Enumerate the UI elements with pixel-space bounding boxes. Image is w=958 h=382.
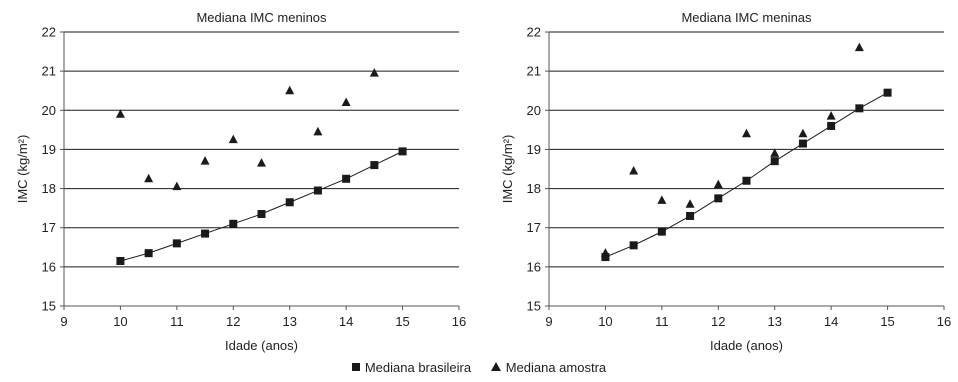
tick-label-x: 12 [226, 314, 240, 329]
chart-title: Mediana IMC meninas [681, 10, 812, 25]
tick-label-x: 15 [880, 314, 894, 329]
point-triangle [854, 42, 864, 52]
point-square [144, 249, 153, 258]
tick-label-y: 18 [42, 181, 56, 196]
point-triangle [285, 85, 295, 95]
legend-item-brasileira: Mediana brasileira [351, 360, 472, 375]
tick-label-y: 22 [527, 25, 541, 40]
tick-label-x: 10 [113, 314, 127, 329]
point-square [285, 198, 294, 207]
point-triangle [770, 148, 780, 157]
tick-label-x: 11 [655, 314, 669, 329]
point-square [229, 219, 238, 228]
point-triangle [685, 199, 695, 208]
legend: Mediana brasileira Mediana amostra [0, 360, 958, 375]
tick-label-y: 16 [42, 259, 56, 274]
point-square [742, 176, 751, 185]
point-square [257, 210, 266, 219]
tick-label-y: 20 [42, 103, 56, 118]
y-axis-label: IMC (kg/m²) [500, 135, 515, 204]
point-square [601, 253, 610, 262]
tick-label-x: 11 [170, 314, 184, 329]
square-marker-icon [351, 363, 360, 371]
point-triangle [369, 68, 379, 77]
tick-label-x: 12 [711, 314, 725, 329]
point-square [714, 194, 723, 203]
tick-label-x: 16 [452, 314, 466, 329]
tick-label-y: 21 [527, 64, 541, 79]
trendline-mediana-brasileira [605, 92, 888, 258]
point-square [686, 211, 695, 220]
tick-label-y: 16 [527, 259, 541, 274]
tick-label-x: 14 [824, 314, 838, 329]
tick-label-y: 19 [42, 142, 56, 157]
point-triangle [257, 158, 266, 167]
point-square [770, 157, 779, 166]
point-triangle [341, 97, 351, 106]
point-triangle [657, 195, 667, 204]
tick-label-y: 17 [42, 220, 56, 235]
tick-label-y: 20 [527, 103, 541, 118]
tick-label-y: 15 [527, 299, 541, 314]
legend-item-amostra: Mediana amostra [490, 360, 607, 375]
tick-label-x: 9 [60, 314, 67, 329]
tick-label-x: 9 [545, 314, 552, 329]
point-triangle [228, 134, 238, 144]
chart-meninas: Mediana IMC meninas 15 16 17 18 19 20 21 22 9 10 11… [500, 10, 951, 353]
tick-label-x: 15 [395, 314, 409, 329]
point-triangle [600, 248, 610, 257]
triangle-marker-icon [490, 362, 501, 371]
tick-label-y: 19 [527, 142, 541, 157]
point-square [201, 229, 210, 238]
point-triangle [713, 179, 723, 189]
point-square [883, 88, 892, 97]
point-square [855, 104, 864, 113]
point-triangle [742, 128, 751, 138]
point-square [342, 174, 351, 183]
point-triangle [144, 173, 154, 183]
y-axis-label: IMC (kg/m²) [15, 135, 30, 204]
point-triangle [200, 156, 210, 165]
point-triangle [629, 165, 639, 175]
x-axis-label: Idade (anos) [225, 338, 298, 353]
tick-label-y: 21 [42, 64, 56, 79]
tick-label-y: 22 [42, 25, 56, 40]
point-square [827, 121, 836, 130]
point-triangle [798, 128, 808, 138]
legend-label-brasileira: Mediana brasileira [364, 360, 472, 375]
point-square [172, 239, 181, 248]
tick-label-y: 17 [527, 220, 541, 235]
tick-label-x: 14 [339, 314, 353, 329]
tick-label-x: 13 [282, 314, 296, 329]
point-triangle [313, 126, 323, 136]
trendline-mediana-brasileira [120, 150, 403, 262]
point-square [798, 139, 807, 148]
point-triangle [826, 111, 836, 120]
point-square [629, 241, 638, 250]
point-square [116, 256, 125, 265]
point-square [370, 161, 379, 170]
point-triangle [172, 181, 182, 191]
tick-label-x: 13 [767, 314, 781, 329]
legend-label-amostra: Mediana amostra [505, 360, 607, 375]
tick-label-x: 10 [598, 314, 612, 329]
tick-label-y: 18 [527, 181, 541, 196]
point-square [398, 147, 407, 156]
point-square [313, 186, 322, 195]
tick-label-y: 15 [42, 299, 56, 314]
point-triangle [115, 109, 125, 118]
tick-label-x: 16 [937, 314, 951, 329]
chart-meninos: Mediana IMC meninos 15 16 17 18 19 20 21 22 9 10 11… [15, 10, 466, 353]
x-axis-label: Idade (anos) [710, 338, 783, 353]
chart-title: Mediana IMC meninos [196, 10, 327, 25]
point-square [657, 227, 666, 236]
